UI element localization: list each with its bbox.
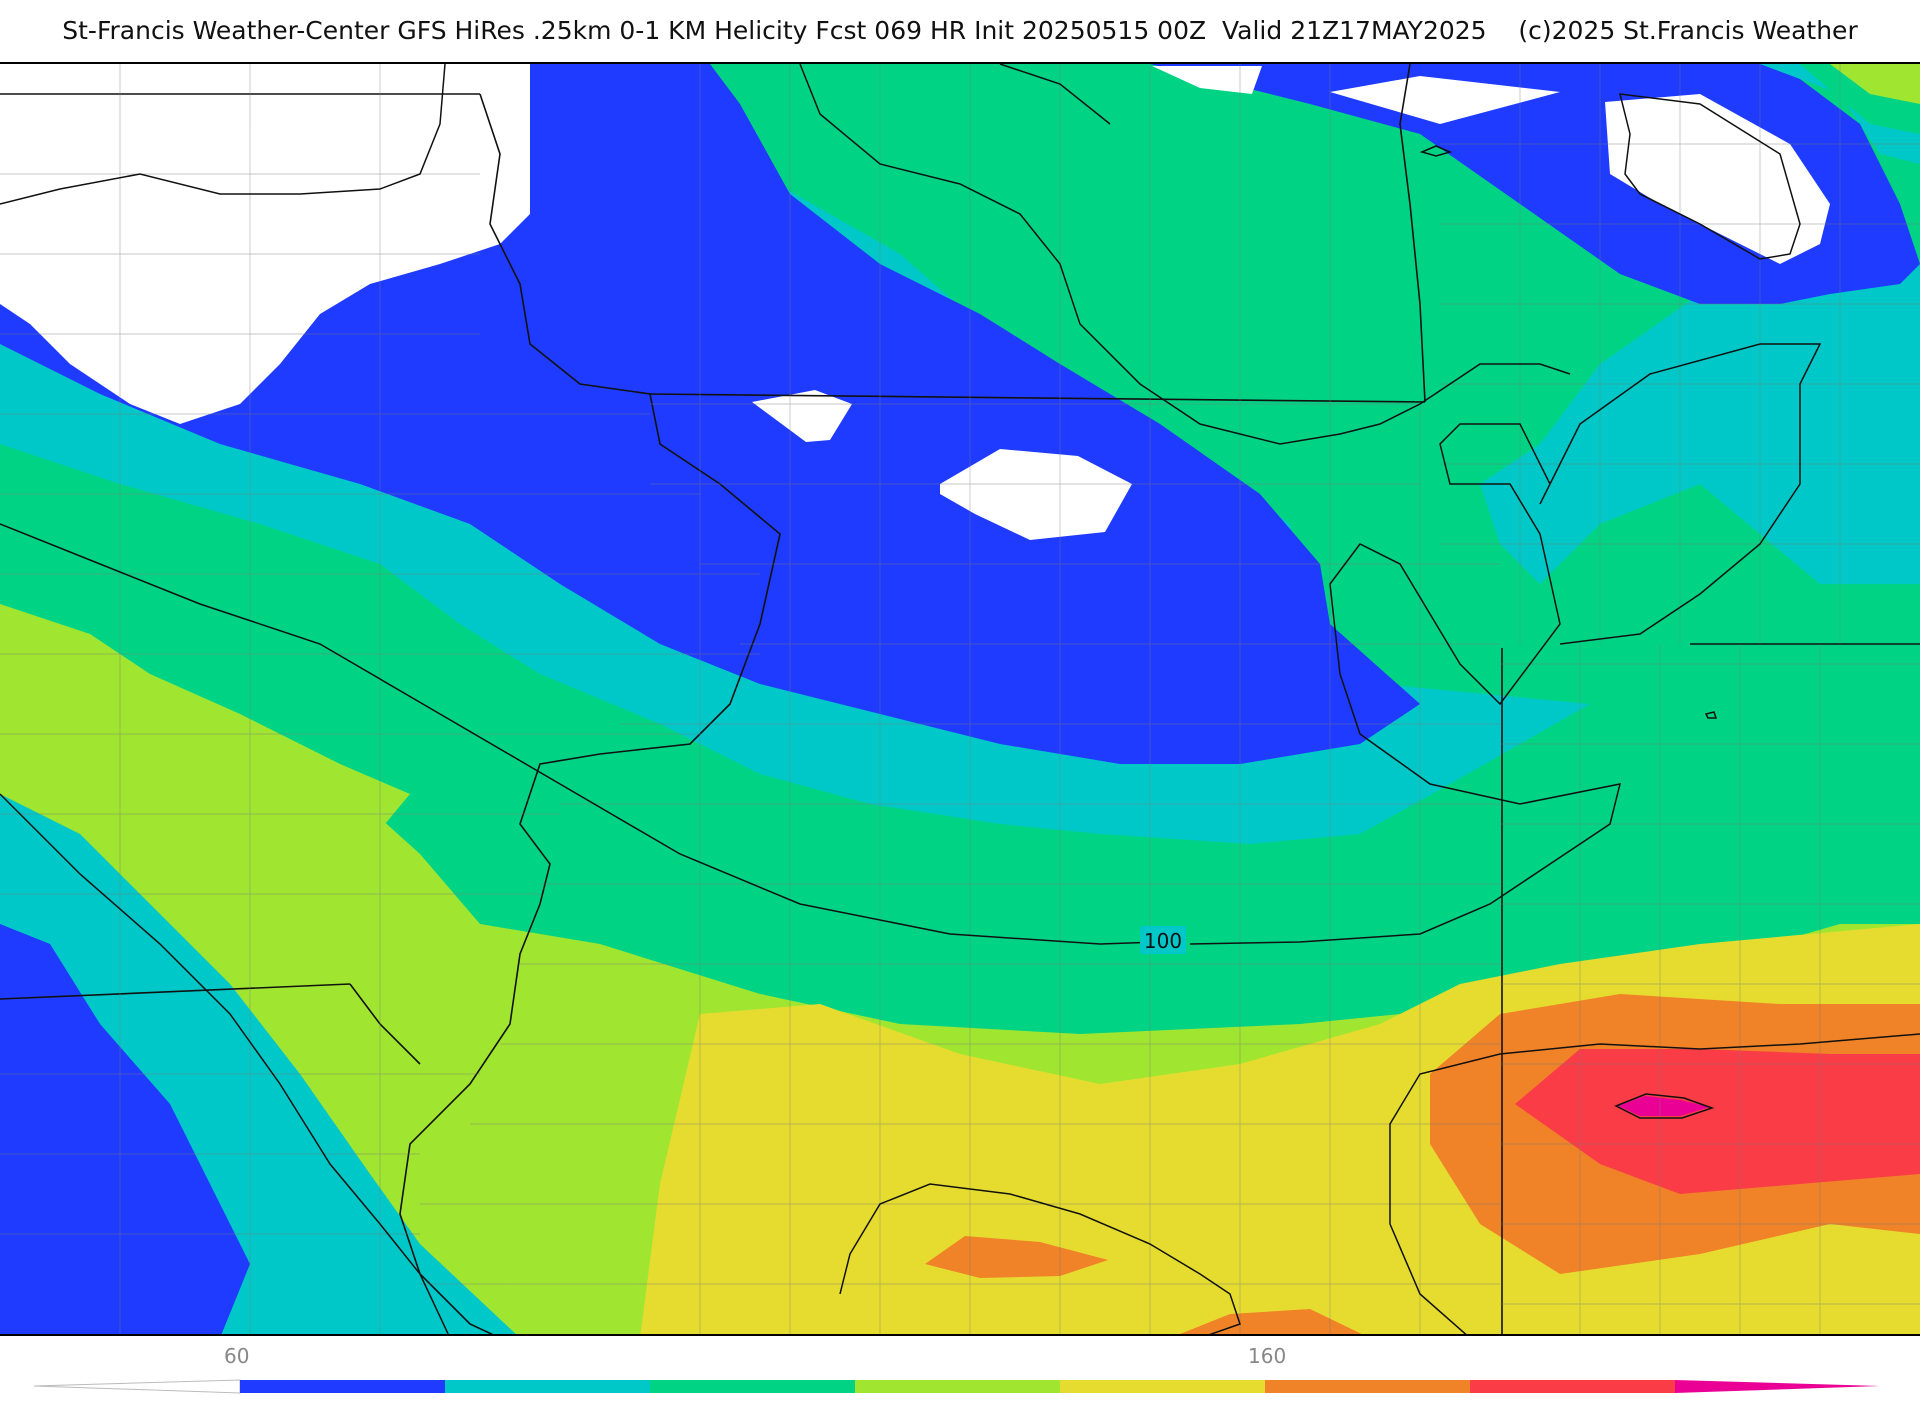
contour-line [1189,343,1822,945]
contour-line [0,793,449,1334]
contour-line [1614,1093,1715,1119]
colorbar-tick-60: 60 [224,1344,250,1368]
county-lines [0,64,1920,1334]
helicity-map: 100 [0,62,1920,1336]
contour-line [999,64,1111,125]
contour-line [799,64,1571,445]
border-line [0,983,351,1000]
map-title: St-Francis Weather-Center GFS HiRes .25k… [62,16,1858,45]
contour-line [1389,1033,1920,1334]
colorbar-seg-5 [1060,1380,1265,1393]
contour-line [839,1183,1241,1334]
colorbar-seg-1 [240,1380,445,1393]
field-white-2 [940,449,1132,540]
colorbar-seg-2 [445,1380,650,1393]
field-white-3 [1152,66,1262,94]
contour-label-bg [1140,926,1186,954]
field-yellow-green-left [0,614,410,884]
contours [0,64,1920,1334]
colorbar-seg-7 [1470,1380,1675,1393]
contour-line [0,64,446,205]
contour-label: 100 [1144,929,1182,953]
contour-line [1704,711,1718,719]
field-white-4 [1330,76,1560,124]
colorbar-seg-6 [1265,1380,1470,1393]
border-line [1399,64,1426,403]
field-orange-bottom [1180,1309,1362,1334]
colorbar-high-arrow [1675,1380,1880,1393]
field-orange-small [925,1236,1108,1278]
helicity-map-canvas: 100 [0,64,1920,1334]
field-red [1515,1049,1920,1194]
colorbar-seg-3 [650,1380,855,1393]
contour-line [1619,93,1801,260]
border-river [399,93,781,1334]
colorbar-seg-4 [855,1380,1060,1393]
border-line [649,393,1426,403]
field-white-5 [1605,94,1830,264]
field-yellow-green-ne [1830,64,1920,104]
field-cyan-ne [1480,254,1920,584]
contour-line [1419,145,1453,157]
field-white-1 [752,390,852,442]
field-blue-sw [0,924,250,1334]
state-borders [0,64,1920,1334]
colorbar-low-arrow [33,1379,241,1394]
field-magenta [1618,1096,1710,1116]
colorbar-tick-160: 160 [1248,1344,1287,1368]
colorbar [0,1340,1920,1400]
contour-100 [0,523,1161,945]
